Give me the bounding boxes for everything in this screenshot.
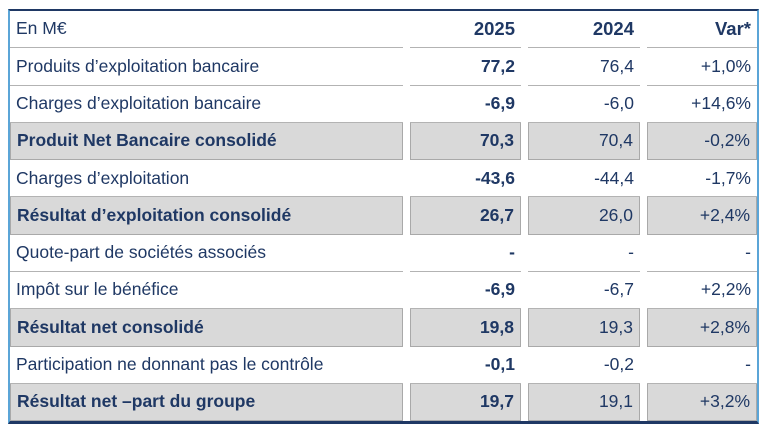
row-label-cell: Produits d’exploitation bancaire — [10, 48, 403, 86]
value-2025-cell: 19,8 — [410, 309, 521, 347]
value-2025-cell: -6,9 — [410, 86, 521, 123]
column-header-2025: 2025 — [410, 11, 521, 49]
financial-results-table: En M€ 2025 2024 Var* Produits d’exploita… — [8, 9, 759, 425]
value-2024-cell: -6,7 — [528, 272, 640, 310]
value-2025-cell: 19,7 — [410, 383, 521, 422]
value-2025-cell: 26,7 — [410, 197, 521, 235]
row-label-cell: Produit Net Bancaire consolidé — [10, 122, 403, 161]
value-2024-cell: - — [528, 235, 640, 273]
value-var-cell: -0,2% — [647, 122, 757, 161]
value-2024-cell: 19,1 — [528, 383, 640, 422]
column-header-2024: 2024 — [528, 11, 640, 49]
value-var-cell: -1,7% — [647, 160, 757, 198]
row-label-cell: Résultat d’exploitation consolidé — [10, 197, 403, 235]
row-label-cell: Charges d’exploitation — [10, 160, 403, 198]
row-label-cell: Impôt sur le bénéfice — [10, 272, 403, 310]
unit-header-cell: En M€ — [10, 11, 403, 49]
value-2024-cell: 26,0 — [528, 197, 640, 235]
value-2025-cell: -0,1 — [410, 347, 521, 384]
value-var-cell: - — [647, 347, 757, 384]
row-label-cell: Charges d’exploitation bancaire — [10, 86, 403, 123]
value-var-cell: - — [647, 235, 757, 273]
value-2025-cell: -43,6 — [410, 160, 521, 198]
value-2025-cell: -6,9 — [410, 272, 521, 310]
value-var-cell: +2,8% — [647, 309, 757, 347]
column-header-var: Var* — [647, 11, 757, 49]
value-var-cell: +2,2% — [647, 272, 757, 310]
value-2024-cell: -44,4 — [528, 160, 640, 198]
value-2024-cell: -0,2 — [528, 347, 640, 384]
row-label-cell: Résultat net consolidé — [10, 309, 403, 347]
value-2025-cell: - — [410, 235, 521, 273]
value-2024-cell: 76,4 — [528, 48, 640, 86]
value-2024-cell: 70,4 — [528, 122, 640, 161]
value-var-cell: +3,2% — [647, 383, 757, 422]
value-var-cell: +2,4% — [647, 197, 757, 235]
row-label-cell: Quote-part de sociétés associés — [10, 235, 403, 273]
value-2024-cell: 19,3 — [528, 309, 640, 347]
row-label-cell: Participation ne donnant pas le contrôle — [10, 347, 403, 384]
row-label-cell: Résultat net –part du groupe — [10, 383, 403, 422]
value-var-cell: +14,6% — [647, 86, 757, 123]
value-2025-cell: 70,3 — [410, 122, 521, 161]
value-var-cell: +1,0% — [647, 48, 757, 86]
value-2024-cell: -6,0 — [528, 86, 640, 123]
value-2025-cell: 77,2 — [410, 48, 521, 86]
